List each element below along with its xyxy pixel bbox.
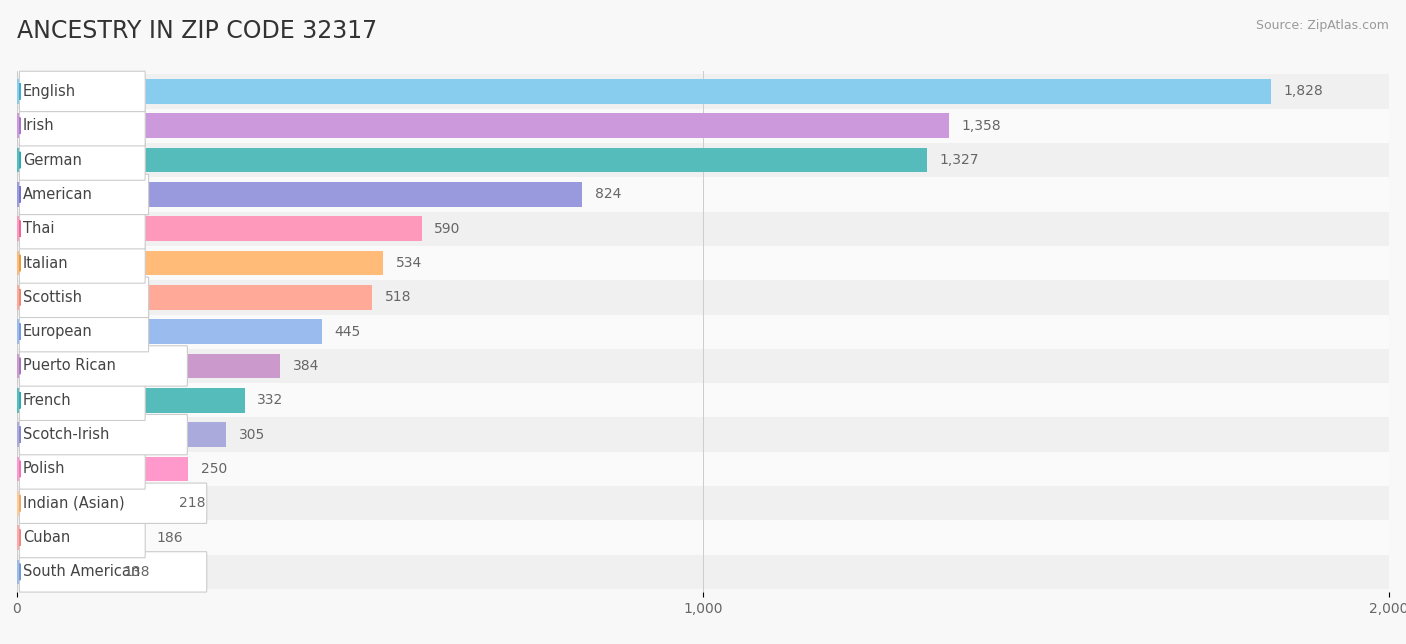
Bar bbox=[0, 74, 1406, 109]
Text: Scotch-Irish: Scotch-Irish bbox=[22, 427, 110, 442]
Text: Irish: Irish bbox=[22, 118, 55, 133]
Text: Thai: Thai bbox=[22, 221, 55, 236]
Bar bbox=[0, 177, 1406, 211]
Text: 1,828: 1,828 bbox=[1284, 84, 1323, 99]
FancyBboxPatch shape bbox=[20, 380, 145, 421]
FancyBboxPatch shape bbox=[20, 415, 187, 455]
Text: 332: 332 bbox=[257, 393, 283, 407]
FancyBboxPatch shape bbox=[20, 277, 149, 317]
FancyBboxPatch shape bbox=[20, 517, 145, 558]
Text: American: American bbox=[22, 187, 93, 202]
Text: 534: 534 bbox=[395, 256, 422, 270]
FancyBboxPatch shape bbox=[20, 449, 145, 489]
FancyBboxPatch shape bbox=[20, 483, 207, 524]
Text: ANCESTRY IN ZIP CODE 32317: ANCESTRY IN ZIP CODE 32317 bbox=[17, 19, 377, 43]
Text: Scottish: Scottish bbox=[22, 290, 82, 305]
Bar bbox=[0, 109, 1406, 143]
Bar bbox=[17, 285, 373, 310]
FancyBboxPatch shape bbox=[20, 140, 145, 180]
Bar bbox=[0, 349, 1406, 383]
Bar bbox=[17, 457, 188, 481]
Bar bbox=[0, 417, 1406, 452]
Text: Cuban: Cuban bbox=[22, 530, 70, 545]
FancyBboxPatch shape bbox=[20, 175, 149, 214]
Bar bbox=[17, 491, 166, 516]
Bar bbox=[17, 182, 582, 207]
Bar bbox=[17, 79, 1271, 104]
Bar bbox=[0, 211, 1406, 246]
Bar bbox=[17, 388, 245, 413]
Text: 384: 384 bbox=[292, 359, 319, 373]
Bar bbox=[0, 280, 1406, 314]
Bar bbox=[17, 526, 145, 550]
FancyBboxPatch shape bbox=[20, 209, 145, 249]
FancyBboxPatch shape bbox=[20, 243, 145, 283]
FancyBboxPatch shape bbox=[20, 71, 145, 111]
Bar bbox=[17, 319, 322, 344]
Text: 1,327: 1,327 bbox=[939, 153, 979, 167]
Text: 250: 250 bbox=[201, 462, 226, 476]
Text: Indian (Asian): Indian (Asian) bbox=[22, 496, 124, 511]
Bar bbox=[0, 452, 1406, 486]
Bar bbox=[0, 143, 1406, 177]
FancyBboxPatch shape bbox=[20, 312, 149, 352]
Bar bbox=[17, 113, 949, 138]
Bar bbox=[0, 486, 1406, 520]
Bar bbox=[17, 560, 111, 584]
Text: South American: South American bbox=[22, 564, 141, 580]
Text: 518: 518 bbox=[385, 290, 411, 305]
Bar bbox=[0, 554, 1406, 589]
Text: French: French bbox=[22, 393, 72, 408]
FancyBboxPatch shape bbox=[20, 346, 187, 386]
Text: 186: 186 bbox=[157, 531, 183, 545]
Text: Puerto Rican: Puerto Rican bbox=[22, 359, 115, 374]
Bar bbox=[0, 314, 1406, 349]
Text: 824: 824 bbox=[595, 187, 621, 202]
Text: 1,358: 1,358 bbox=[960, 118, 1001, 133]
Bar bbox=[0, 246, 1406, 280]
Text: 445: 445 bbox=[335, 325, 361, 339]
FancyBboxPatch shape bbox=[20, 552, 207, 592]
Bar bbox=[0, 383, 1406, 417]
Bar bbox=[17, 216, 422, 241]
Bar bbox=[17, 147, 928, 173]
Text: 138: 138 bbox=[124, 565, 150, 579]
Text: Italian: Italian bbox=[22, 256, 69, 270]
Text: English: English bbox=[22, 84, 76, 99]
Bar bbox=[17, 354, 280, 378]
Text: Source: ZipAtlas.com: Source: ZipAtlas.com bbox=[1256, 19, 1389, 32]
Bar bbox=[17, 422, 226, 447]
Bar bbox=[17, 251, 384, 276]
Text: 218: 218 bbox=[179, 497, 205, 510]
Text: 305: 305 bbox=[239, 428, 264, 442]
Text: Polish: Polish bbox=[22, 462, 65, 477]
FancyBboxPatch shape bbox=[20, 106, 145, 146]
Text: European: European bbox=[22, 324, 93, 339]
Text: German: German bbox=[22, 153, 82, 167]
Text: 590: 590 bbox=[434, 222, 460, 236]
Bar bbox=[0, 520, 1406, 554]
